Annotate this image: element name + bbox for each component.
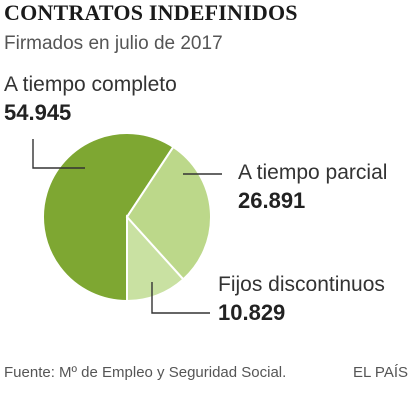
- leader-line-fijos: [151, 282, 210, 314]
- chart-title: CONTRATOS INDEFINIDOS: [4, 0, 298, 25]
- brand-logo-text: EL PAÍS: [352, 364, 408, 381]
- slice-label-fijos: Fijos discontinuos: [218, 273, 385, 296]
- slice-value-completo: 54.945: [4, 100, 72, 125]
- leader-line-completo: [32, 139, 85, 169]
- slice-value-parcial: 26.891: [238, 188, 306, 213]
- pie-slice-parcial: [125, 145, 212, 281]
- leader-lines: [32, 139, 222, 314]
- pie-slices: [42, 132, 212, 303]
- pie-slice-completo: [42, 132, 175, 303]
- slice-label-parcial: A tiempo parcial: [238, 161, 388, 184]
- slice-label-completo: A tiempo completo: [4, 73, 177, 96]
- source-note: Fuente: Mº de Empleo y Seguridad Social.: [4, 364, 287, 381]
- slice-value-fijos: 10.829: [218, 300, 286, 325]
- chart-subtitle: Firmados en julio de 2017: [4, 33, 223, 54]
- pie-slice-fijos: [126, 214, 185, 303]
